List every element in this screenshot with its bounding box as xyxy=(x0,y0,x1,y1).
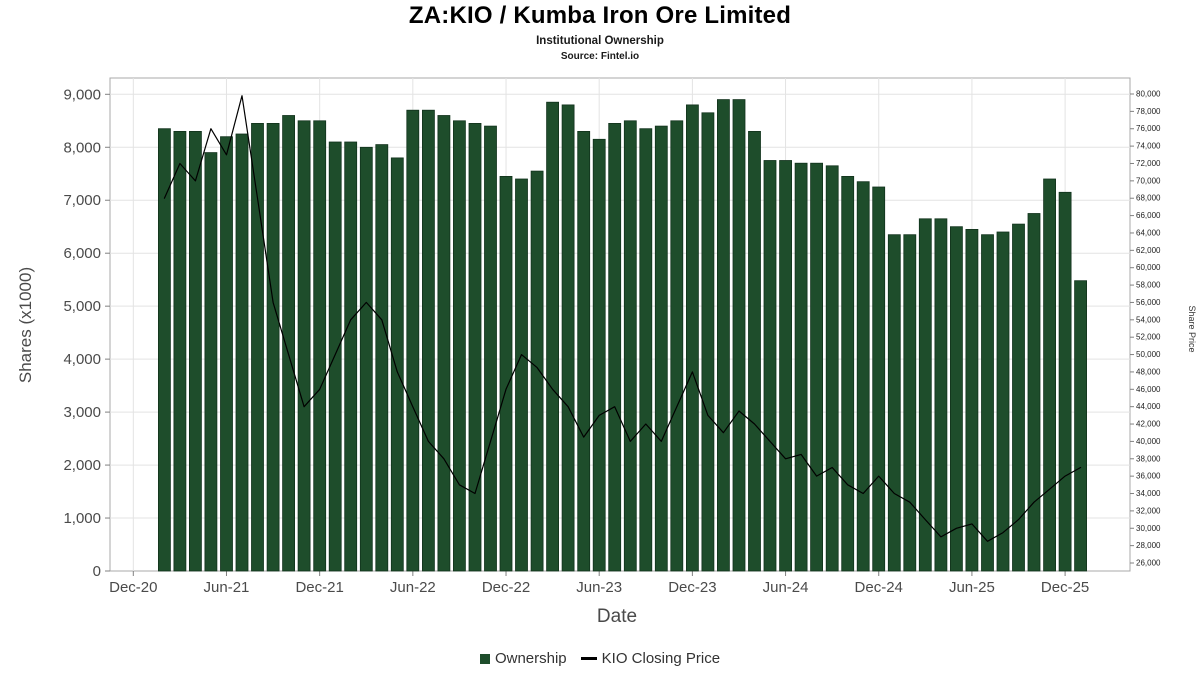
svg-text:Dec-25: Dec-25 xyxy=(1041,579,1089,596)
svg-text:64,000: 64,000 xyxy=(1136,228,1161,237)
svg-text:36,000: 36,000 xyxy=(1136,472,1161,481)
svg-text:30,000: 30,000 xyxy=(1136,524,1161,533)
svg-text:Dec-21: Dec-21 xyxy=(295,579,343,596)
svg-text:48,000: 48,000 xyxy=(1136,367,1161,376)
svg-text:Dec-20: Dec-20 xyxy=(109,579,157,596)
svg-text:66,000: 66,000 xyxy=(1136,211,1161,220)
svg-text:54,000: 54,000 xyxy=(1136,315,1161,324)
legend-item-ownership: Ownership xyxy=(479,650,567,667)
legend-label-closing-price: KIO Closing Price xyxy=(601,650,721,667)
svg-text:58,000: 58,000 xyxy=(1136,281,1161,290)
svg-text:Dec-22: Dec-22 xyxy=(482,579,530,596)
svg-text:76,000: 76,000 xyxy=(1136,124,1161,133)
chart-source-label: Source: Fintel.io xyxy=(560,51,640,62)
chart-legend: Ownership KIO Closing Price xyxy=(0,650,1200,667)
svg-text:78,000: 78,000 xyxy=(1136,107,1161,116)
svg-text:Jun-24: Jun-24 xyxy=(763,579,809,596)
svg-text:Jun-25: Jun-25 xyxy=(949,579,995,596)
x-axis-title: Date xyxy=(596,606,638,627)
svg-text:40,000: 40,000 xyxy=(1136,437,1161,446)
svg-text:62,000: 62,000 xyxy=(1136,246,1161,255)
svg-text:8,000: 8,000 xyxy=(63,139,101,156)
svg-text:26,000: 26,000 xyxy=(1136,559,1161,568)
svg-text:80,000: 80,000 xyxy=(1136,90,1161,99)
svg-text:0: 0 xyxy=(93,563,101,580)
chart-subtitle: Institutional Ownership xyxy=(536,35,664,47)
svg-text:38,000: 38,000 xyxy=(1136,454,1161,463)
svg-text:4,000: 4,000 xyxy=(63,351,101,368)
svg-text:Dec-23: Dec-23 xyxy=(668,579,716,596)
legend-swatch-ownership-icon xyxy=(479,653,490,664)
y-axis-title-left: Shares (x1000) xyxy=(16,266,35,384)
svg-text:74,000: 74,000 xyxy=(1136,142,1161,151)
svg-text:46,000: 46,000 xyxy=(1136,385,1161,394)
svg-text:44,000: 44,000 xyxy=(1136,402,1161,411)
legend-label-ownership: Ownership xyxy=(494,650,567,667)
svg-text:Jun-23: Jun-23 xyxy=(576,579,622,596)
svg-text:2,000: 2,000 xyxy=(63,457,101,474)
svg-text:72,000: 72,000 xyxy=(1136,159,1161,168)
svg-text:52,000: 52,000 xyxy=(1136,333,1161,342)
svg-text:50,000: 50,000 xyxy=(1136,350,1161,359)
svg-text:5,000: 5,000 xyxy=(63,298,101,315)
svg-text:7,000: 7,000 xyxy=(63,192,101,209)
legend-item-closing-price: KIO Closing Price xyxy=(580,650,721,667)
svg-text:56,000: 56,000 xyxy=(1136,298,1161,307)
svg-text:28,000: 28,000 xyxy=(1136,541,1161,550)
chart-title: ZA:KIO / Kumba Iron Ore Limited xyxy=(408,2,792,29)
svg-text:9,000: 9,000 xyxy=(63,86,101,103)
svg-text:Dec-24: Dec-24 xyxy=(855,579,903,596)
svg-text:68,000: 68,000 xyxy=(1136,194,1161,203)
svg-text:6,000: 6,000 xyxy=(63,245,101,262)
svg-text:3,000: 3,000 xyxy=(63,404,101,421)
svg-text:Jun-21: Jun-21 xyxy=(204,579,250,596)
svg-text:42,000: 42,000 xyxy=(1136,420,1161,429)
svg-text:60,000: 60,000 xyxy=(1136,263,1161,272)
svg-text:1,000: 1,000 xyxy=(63,510,101,527)
legend-swatch-closing-price-icon xyxy=(580,657,597,660)
svg-text:34,000: 34,000 xyxy=(1136,489,1161,498)
y-axis-title-right: Share Price xyxy=(1187,305,1197,353)
svg-text:70,000: 70,000 xyxy=(1136,176,1161,185)
svg-text:Jun-22: Jun-22 xyxy=(390,579,436,596)
svg-text:32,000: 32,000 xyxy=(1136,506,1161,515)
